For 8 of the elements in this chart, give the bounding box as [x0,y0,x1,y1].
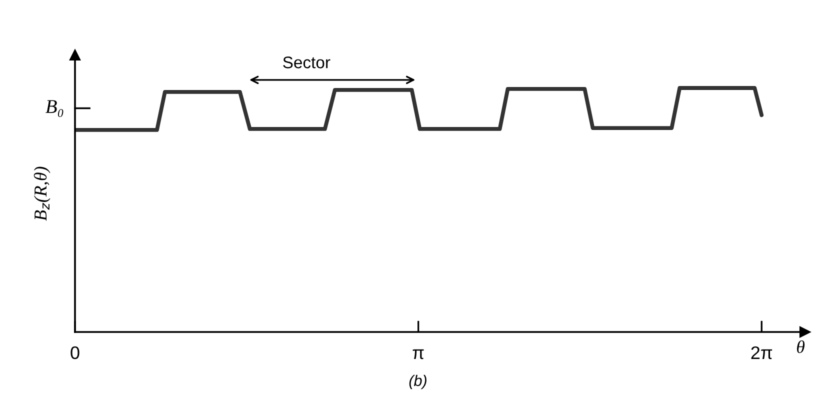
text: (b) [409,374,426,390]
x-tick-label: 2π [751,346,772,360]
ref-line-label: B₀ [46,100,64,118]
x-axis-title: θ [797,340,805,354]
x-tick-label: π [412,349,424,360]
x-tick-label: 0 [70,346,80,360]
y-axis-title: B$_{z}$(R,θ) [34,166,50,221]
text: Sector [283,56,330,68]
